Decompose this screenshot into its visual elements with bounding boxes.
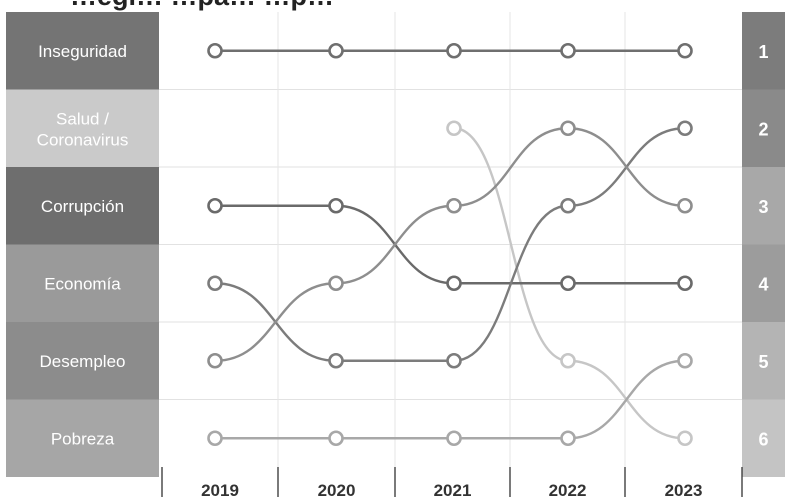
point-desempleo-2019: [207, 352, 223, 369]
series-line-salud-coronavirus: [453, 127, 686, 440]
point-economia-2021: [446, 352, 462, 369]
point-inseguridad-2020: [328, 42, 344, 59]
point-inseguridad-2021: [446, 42, 462, 59]
x-tick-label-2022: 2022: [549, 481, 587, 497]
x-axis: 2019 2020 2021 2022 2023: [161, 467, 743, 497]
point-corrupcion-2019: [207, 197, 223, 214]
point-inseguridad-2019: [207, 42, 223, 59]
point-pobreza-2023: [677, 352, 693, 369]
point-desempleo-2022: [560, 120, 576, 137]
row-label-band-desempleo: [6, 322, 159, 400]
point-desempleo-2021: [446, 197, 462, 214]
point-corrupcion-2023: [677, 275, 693, 292]
point-salud-coronavirus-2022: [560, 352, 576, 369]
rank-band-6: [742, 399, 785, 477]
rank-band-4: [742, 244, 785, 322]
point-pobreza-2022: [560, 430, 576, 447]
row-label-desempleo: Desempleo: [40, 352, 126, 371]
rank-labels: 1 2 3 4 5 6: [758, 42, 768, 450]
point-corrupcion-2022: [560, 275, 576, 292]
point-corrupcion-2021: [446, 275, 462, 292]
series-line-economia: [214, 127, 686, 362]
row-label-band-corrupcion: [6, 167, 159, 245]
row-label-corrupcion: Corrupción: [41, 197, 124, 216]
rank-band-2: [742, 89, 785, 167]
row-label-band-salud-coronavirus: [6, 89, 159, 167]
chart-title: …egi… …pa… …p…: [70, 0, 334, 12]
point-inseguridad-2022: [560, 42, 576, 59]
rank-label-3: 3: [758, 197, 768, 217]
row-label-salud-coronavirus-line-2: Coronavirus: [37, 130, 129, 149]
rank-band-1: [742, 12, 785, 90]
rank-label-2: 2: [758, 119, 768, 139]
series-points: [207, 42, 693, 447]
point-economia-2023: [677, 120, 693, 137]
x-tick-label-2023: 2023: [665, 481, 703, 497]
point-salud-coronavirus-2023: [677, 430, 693, 447]
row-bands: [6, 12, 785, 477]
row-label-band-economia: [6, 244, 159, 322]
rank-label-1: 1: [758, 42, 768, 62]
point-inseguridad-2023: [677, 42, 693, 59]
row-label-band-inseguridad: [6, 12, 159, 90]
point-economia-2020: [328, 352, 344, 369]
point-desempleo-2020: [328, 275, 344, 292]
x-tick-label-2019: 2019: [201, 481, 239, 497]
rank-label-5: 5: [758, 352, 768, 372]
rank-band-5: [742, 322, 785, 400]
chart-title-strip: …egi… …pa… …p…: [0, 0, 785, 12]
x-tick-label-2020: 2020: [318, 481, 356, 497]
row-label-band-pobreza: [6, 399, 159, 477]
rank-label-4: 4: [758, 274, 768, 294]
row-label-salud-coronavirus-line-1: Salud /: [56, 109, 109, 128]
row-label-economia: Economía: [44, 274, 121, 293]
rank-band-3: [742, 167, 785, 245]
row-label-pobreza: Pobreza: [51, 429, 115, 448]
point-economia-2022: [560, 197, 576, 214]
point-desempleo-2023: [677, 197, 693, 214]
point-pobreza-2020: [328, 430, 344, 447]
point-salud-coronavirus-2021: [446, 120, 462, 137]
point-pobreza-2019: [207, 430, 223, 447]
left-row-labels: Inseguridad Salud / Coronavirus Corrupción E…: [37, 42, 129, 449]
grid-lines: [159, 12, 742, 477]
point-corrupcion-2020: [328, 197, 344, 214]
point-economia-2019: [207, 275, 223, 292]
rank-label-6: 6: [758, 429, 768, 449]
point-pobreza-2021: [446, 430, 462, 447]
x-tick-label-2021: 2021: [434, 481, 472, 497]
row-label-inseguridad: Inseguridad: [38, 42, 127, 61]
